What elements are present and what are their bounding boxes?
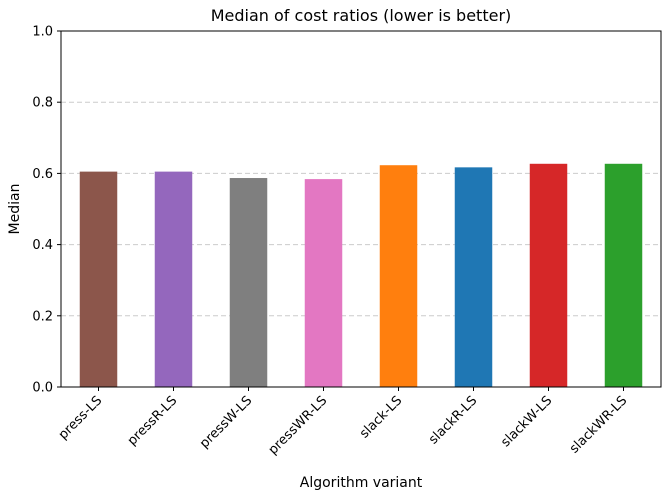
bar-slack-ls: [379, 165, 418, 387]
y-tick-label: 0.4: [32, 238, 53, 253]
bar-pressr-ls: [154, 171, 193, 387]
bar-slackwr-ls: [604, 163, 643, 387]
y-tick-label: 0.6: [32, 167, 53, 182]
grid-lines: [61, 101, 661, 317]
y-tick-label: 0.8: [32, 96, 53, 111]
x-tick-label: pressW-LS: [197, 393, 255, 451]
y-tick-label: 1.0: [32, 25, 53, 40]
bar-slackw-ls: [529, 163, 568, 387]
bar-slackr-ls: [454, 167, 493, 387]
x-tick-label: slackWR-LS: [567, 393, 630, 456]
bar-pressw-ls: [229, 178, 268, 387]
x-tick-label: pressWR-LS: [266, 393, 331, 458]
bars: [79, 163, 643, 387]
y-tick-label: 0.0: [32, 381, 53, 396]
x-tick-label: pressR-LS: [125, 393, 181, 449]
plot-frame: [60, 30, 662, 388]
x-tick-label: slackW-LS: [498, 393, 555, 450]
x-axis-ticks: press-LS pressR-LS pressW-LS pressWR-LS slac…: [56, 387, 630, 458]
x-tick-label: press-LS: [56, 393, 106, 443]
y-axis-label: Median: [7, 184, 23, 235]
bar-press-ls: [79, 171, 118, 387]
x-tick-label: slackR-LS: [426, 393, 480, 447]
y-tick-label: 0.2: [32, 309, 53, 324]
x-axis-label: Algorithm variant: [300, 475, 423, 491]
y-axis-ticks: 0.0 0.2 0.4 0.6 0.8 1.0: [32, 25, 61, 396]
x-tick-label: slack-LS: [357, 393, 405, 441]
chart-title: Median of cost ratios (lower is better): [211, 6, 512, 25]
bar-presswr-ls: [304, 179, 343, 387]
